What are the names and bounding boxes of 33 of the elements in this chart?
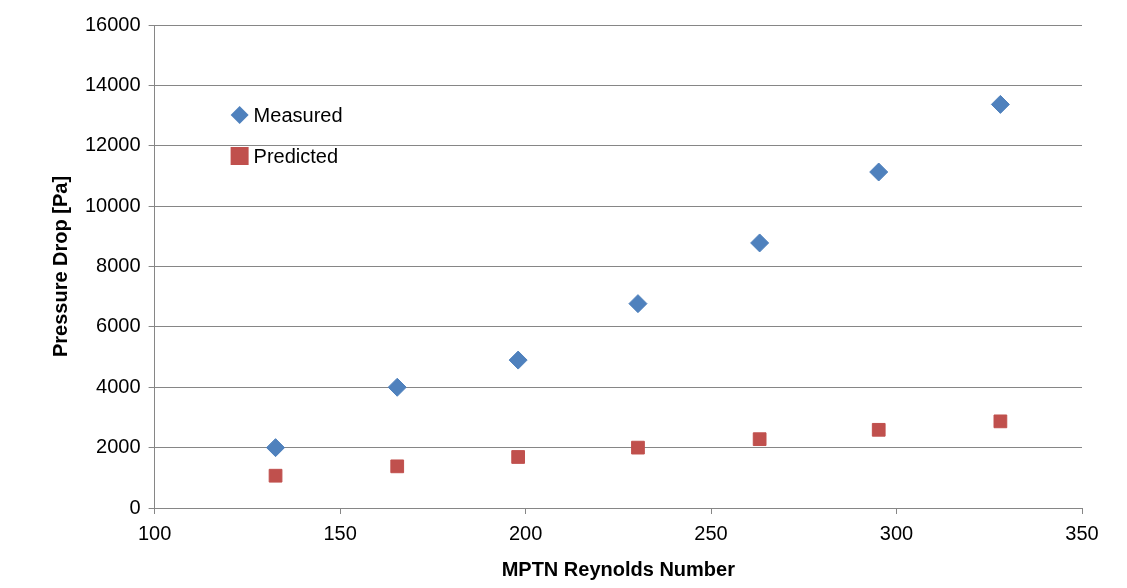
point	[869, 162, 889, 182]
y-tick-label: 0	[129, 495, 141, 518]
point	[750, 233, 770, 253]
x-tick-label: 250	[694, 521, 728, 544]
y-tick-label: 16000	[84, 12, 141, 35]
point	[993, 414, 1008, 429]
y-tick-label: 14000	[84, 72, 141, 95]
point	[387, 377, 407, 397]
point	[268, 468, 283, 483]
point	[511, 450, 526, 464]
x-tick-label: 100	[137, 521, 172, 544]
y-tick-label: 6000	[96, 314, 141, 337]
point	[871, 422, 886, 437]
y-tick-label: 2000	[96, 435, 141, 458]
point	[631, 440, 645, 455]
point	[752, 432, 767, 447]
x-tick-label: 200	[508, 521, 543, 544]
point	[508, 350, 528, 370]
point	[990, 94, 1010, 114]
legend-label: Predicted	[253, 144, 339, 167]
point	[628, 294, 648, 314]
y-tick-label: 8000	[96, 254, 141, 277]
x-tick-label: 150	[323, 521, 357, 544]
x-tick-label: 300	[879, 521, 914, 544]
point	[390, 459, 405, 474]
point	[266, 438, 286, 458]
legend-label: Measured	[253, 103, 343, 126]
x-tick-label: 350	[1065, 521, 1099, 544]
y-tick-label: 12000	[84, 133, 141, 156]
y-tick-label: 4000	[96, 374, 141, 397]
x-axis-title: MPTN Reynolds Number	[501, 557, 736, 580]
y-tick-label: 10000	[84, 193, 141, 216]
y-axis-title: Pressure Drop [Pa]	[48, 175, 71, 358]
